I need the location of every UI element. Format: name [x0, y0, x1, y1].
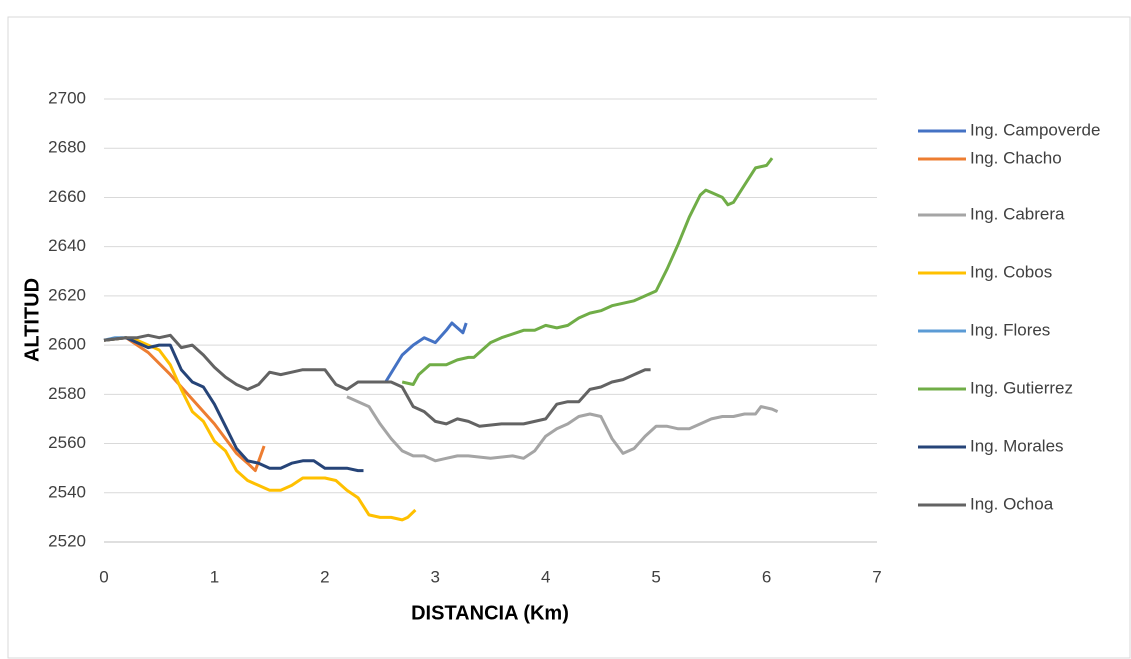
- x-tick-label: 2: [320, 567, 329, 586]
- x-tick-label: 0: [99, 567, 108, 586]
- legend-label: Ing. Cabrera: [970, 204, 1065, 223]
- legend-label: Ing. Campoverde: [970, 120, 1100, 139]
- y-tick-label: 2540: [48, 482, 86, 501]
- y-axis-title: ALTITUD: [21, 278, 43, 362]
- y-tick-label: 2660: [48, 187, 86, 206]
- series-line: [401, 157, 774, 386]
- y-tick-label: 2600: [48, 335, 86, 354]
- x-tick-label: 6: [762, 567, 771, 586]
- x-tick-label: 4: [541, 567, 550, 586]
- y-tick-label: 2580: [48, 384, 86, 403]
- series-line: [103, 336, 417, 522]
- y-tick-label: 2620: [48, 285, 86, 304]
- y-tick-label: 2560: [48, 433, 86, 452]
- y-tick-label: 2680: [48, 138, 86, 157]
- chart-frame: [7, 16, 1131, 659]
- x-axis-title: DISTANCIA (Km): [411, 602, 569, 624]
- legend-label: Ing. Gutierrez: [970, 378, 1073, 397]
- series-line: [103, 336, 364, 473]
- y-tick-label: 2640: [48, 236, 86, 255]
- legend-label: Ing. Flores: [970, 320, 1050, 339]
- series-line: [103, 333, 651, 428]
- x-tick-label: 5: [651, 567, 660, 586]
- x-tick-label: 7: [872, 567, 881, 586]
- series-line: [346, 395, 779, 463]
- y-tick-label: 2700: [48, 88, 86, 107]
- series-line: [103, 336, 266, 473]
- legend-label: Ing. Cobos: [970, 262, 1052, 281]
- legend-label: Ing. Chacho: [970, 148, 1062, 167]
- series-line: [384, 321, 468, 383]
- x-tick-label: 3: [431, 567, 440, 586]
- legend-label: Ing. Ochoa: [970, 494, 1054, 513]
- x-tick-label: 1: [210, 567, 219, 586]
- y-tick-label: 2520: [48, 531, 86, 550]
- legend-label: Ing. Morales: [970, 436, 1064, 455]
